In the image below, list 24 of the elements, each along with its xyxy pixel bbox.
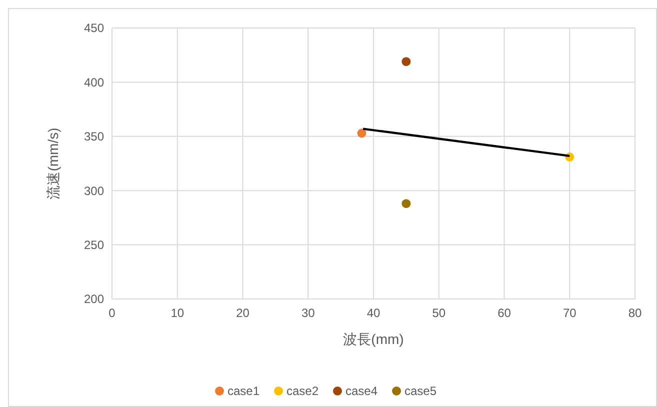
point: [402, 199, 411, 208]
x-tick-label: 70: [562, 306, 577, 320]
x-tick-label: 0: [108, 306, 116, 320]
x-tick-label: 40: [366, 306, 380, 320]
legend-label: case1: [228, 384, 260, 398]
x-tick-label: 30: [301, 306, 316, 320]
x-axis-title: 波長(mm): [343, 331, 404, 347]
y-tick-label: 250: [84, 238, 104, 252]
y-tick-label: 200: [84, 292, 104, 306]
x-tick-label: 60: [498, 306, 512, 320]
point: [357, 128, 366, 138]
y-tick-label: 350: [84, 130, 104, 144]
legend-label: case2: [286, 384, 319, 398]
x-tick-label: 10: [170, 306, 184, 320]
point: [402, 57, 411, 66]
legend-label: case4: [346, 384, 378, 398]
y-tick-label: 400: [84, 75, 104, 90]
x-tick-label: 50: [432, 306, 446, 320]
y-tick-label: 300: [84, 184, 104, 198]
x-tick-label: 80: [628, 306, 642, 320]
y-axis-title: 流速(mm/s): [45, 128, 61, 200]
legend-label: case5: [404, 384, 437, 398]
x-tick-label: 20: [236, 306, 250, 320]
y-tick-label: 450: [84, 21, 104, 36]
